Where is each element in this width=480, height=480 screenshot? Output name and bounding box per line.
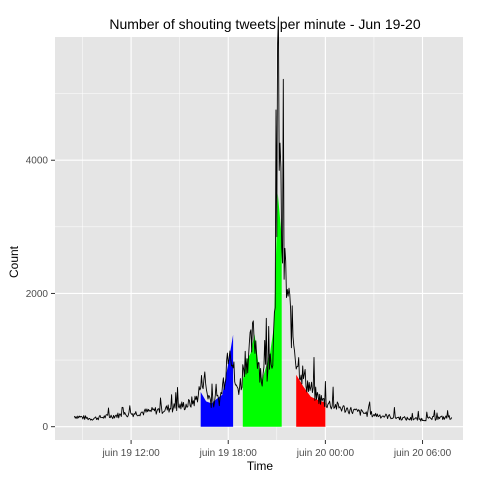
x-tick-label: juin 19 12:00: [101, 448, 160, 459]
y-tick-label: 4000: [26, 156, 49, 167]
highlighted-area: [200, 334, 234, 427]
grid: [55, 37, 463, 440]
highlighted-area: [296, 374, 326, 427]
chart-title: Number of shouting tweets per minute - J…: [109, 16, 420, 32]
x-tick-label: juin 20 00:00: [296, 448, 355, 459]
x-tick-label: juin 19 18:00: [199, 448, 258, 459]
series-lines: [73, 16, 453, 422]
series-line: [73, 16, 453, 422]
y-tick-label: 0: [42, 422, 48, 433]
y-axis-title: Count: [7, 245, 21, 278]
y-tick-label: 2000: [26, 289, 49, 300]
x-tick-labels: juin 19 12:00 juin 19 18:00 juin 20 00:00 j…: [101, 440, 452, 459]
x-axis-title: Time: [247, 459, 274, 473]
y-tick-labels: 0 2000 4000: [26, 156, 55, 433]
x-tick-label: juin 20 06:00: [393, 448, 452, 459]
